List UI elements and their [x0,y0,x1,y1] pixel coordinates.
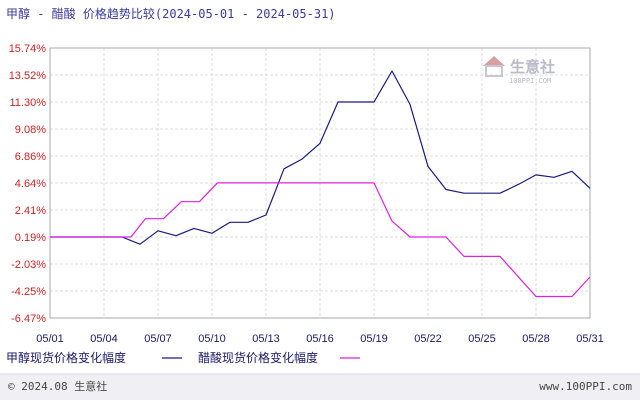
watermark-url: 100PPI.COM [509,77,551,85]
watermark-logo: 生意社 100PPI.COM [483,56,555,85]
footer-bar [0,374,640,400]
y-tick-label: 2.41% [15,205,46,217]
x-axis-ticks: 05/01 05/04 05/07 05/10 05/13 05/16 05/19 05/22… [36,333,604,345]
series-lines [50,70,591,298]
y-tick-label: -2.03% [11,259,46,271]
watermark-brand: 生意社 [510,58,555,76]
footer-site-link[interactable]: www.100PPI.com [539,380,632,393]
footer-copyright: © 2024.08 生意社 [8,379,107,393]
series-line-2 [50,182,591,298]
y-tick-label: 0.19% [15,232,46,244]
y-tick-label: 11.30% [10,97,47,109]
y-tick-label: -6.47% [11,313,46,325]
x-tick-label: 05/22 [414,333,442,345]
plot-area-border [49,47,591,319]
house-icon [483,56,505,77]
y-tick-label: 9.08% [15,124,46,136]
x-tick-label: 05/04 [90,333,118,345]
x-tick-label: 05/31 [576,333,604,345]
legend-label-series-2: 醋酸现货价格变化幅度 [198,350,318,365]
y-tick-label: 15.74% [9,43,47,55]
y-tick-label: 13.52% [9,70,47,82]
x-tick-label: 05/07 [144,333,172,345]
x-tick-label: 05/28 [522,333,550,345]
y-axis-ticks: 15.74% 13.52% 11.30% 9.08% 6.86% 4.64% 2.41% 0.… [9,43,47,325]
chart-title: 甲醇 - 醋酸 价格趋势比较(2024-05-01 - 2024-05-31) [6,6,336,21]
x-tick-label: 05/01 [36,333,64,345]
y-tick-label: 4.64% [15,178,46,190]
x-tick-label: 05/13 [252,333,280,345]
y-tick-label: -4.25% [11,286,46,298]
legend-label-series-1: 甲醇现货价格变化幅度 [6,350,126,365]
x-tick-label: 05/25 [468,333,496,345]
x-tick-label: 05/10 [198,333,226,345]
x-tick-label: 05/19 [360,333,388,345]
series-line-1 [50,70,591,245]
x-tick-label: 05/16 [306,333,334,345]
legend: 甲醇现货价格变化幅度 醋酸现货价格变化幅度 [6,350,360,365]
y-tick-label: 6.86% [15,151,46,163]
